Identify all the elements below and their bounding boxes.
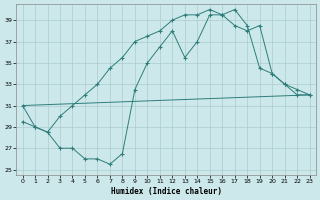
X-axis label: Humidex (Indice chaleur): Humidex (Indice chaleur)	[111, 187, 221, 196]
